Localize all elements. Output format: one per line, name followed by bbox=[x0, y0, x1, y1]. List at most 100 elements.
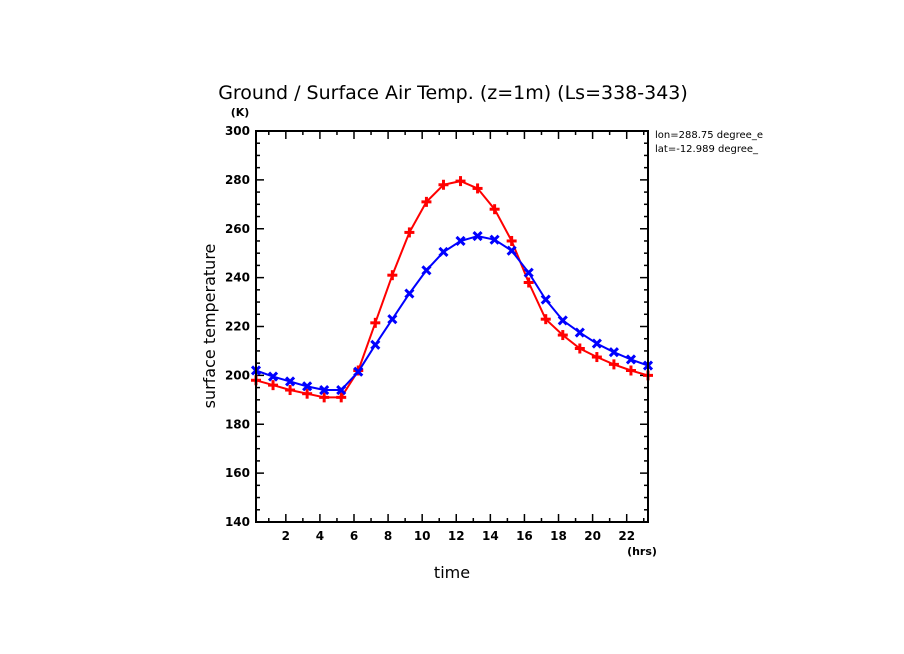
x-tick-label: 8 bbox=[384, 529, 392, 543]
plus-marker bbox=[387, 270, 398, 281]
marker-stroke bbox=[608, 347, 619, 358]
plus-marker bbox=[489, 204, 500, 215]
x-axis-label: time bbox=[434, 563, 470, 582]
marker-stroke bbox=[421, 265, 432, 276]
y-tick-label: 180 bbox=[225, 417, 250, 431]
plus-marker bbox=[540, 314, 551, 325]
cross-marker bbox=[625, 354, 637, 365]
y-tick-label: 140 bbox=[225, 515, 250, 529]
cross-marker bbox=[574, 327, 585, 338]
cross-marker bbox=[506, 245, 517, 256]
cross-marker bbox=[591, 338, 602, 349]
y-tick-label: 220 bbox=[225, 320, 250, 334]
plus-marker bbox=[336, 392, 347, 403]
series-line bbox=[255, 235, 649, 391]
lat-annotation: lat=-12.989 degree_ bbox=[655, 144, 759, 155]
cross-marker bbox=[557, 315, 568, 326]
x-unit-label: (hrs) bbox=[627, 545, 657, 558]
cross-marker bbox=[455, 235, 466, 247]
marker-stroke bbox=[404, 288, 415, 299]
cross-marker bbox=[285, 376, 296, 387]
marker-stroke bbox=[472, 231, 483, 242]
cross-marker bbox=[404, 288, 415, 299]
x-tick-label: 14 bbox=[482, 529, 499, 543]
cross-marker bbox=[353, 366, 364, 377]
marker-stroke bbox=[523, 267, 534, 278]
x-tick-label: 4 bbox=[316, 529, 324, 543]
y-tick-label: 280 bbox=[225, 173, 250, 187]
plus-marker bbox=[506, 235, 517, 246]
y-unit-label: (K) bbox=[231, 106, 250, 119]
y-tick-label: 200 bbox=[225, 368, 250, 382]
cross-marker bbox=[267, 371, 279, 382]
plus-marker bbox=[472, 183, 483, 194]
plus-marker bbox=[370, 317, 381, 328]
series-air bbox=[250, 231, 654, 396]
plus-marker bbox=[625, 365, 636, 376]
plot-frame bbox=[255, 130, 649, 523]
y-axis-label: surface temperature bbox=[200, 244, 219, 409]
x-tick-label: 18 bbox=[550, 529, 567, 543]
plus-marker bbox=[574, 343, 585, 354]
cross-marker bbox=[438, 246, 449, 258]
cross-marker bbox=[608, 347, 619, 358]
plus-marker bbox=[302, 388, 313, 399]
cross-marker bbox=[540, 294, 551, 305]
x-tick-label: 22 bbox=[618, 529, 635, 543]
cross-marker bbox=[319, 384, 330, 396]
cross-marker bbox=[489, 234, 500, 245]
plus-marker bbox=[319, 392, 330, 403]
plus-marker bbox=[268, 380, 279, 391]
marker-stroke bbox=[370, 339, 381, 350]
y-tick-label: 300 bbox=[225, 124, 250, 138]
marker-stroke bbox=[285, 376, 296, 387]
marker-stroke bbox=[557, 315, 568, 326]
plus-marker bbox=[557, 330, 568, 341]
marker-stroke bbox=[489, 234, 500, 245]
plus-marker bbox=[608, 359, 619, 370]
series-ground bbox=[251, 176, 653, 403]
x-tick-label: 2 bbox=[282, 529, 290, 543]
marker-stroke bbox=[267, 371, 279, 382]
marker-stroke bbox=[387, 314, 398, 325]
series-layer bbox=[250, 176, 654, 403]
marker-stroke bbox=[319, 384, 330, 396]
cross-marker bbox=[302, 381, 313, 392]
cross-marker bbox=[421, 265, 432, 276]
series-line bbox=[255, 180, 649, 399]
x-tick-label: 12 bbox=[448, 529, 465, 543]
y-tick-label: 240 bbox=[225, 271, 250, 285]
plus-marker bbox=[285, 385, 296, 396]
x-tick-label: 10 bbox=[414, 529, 431, 543]
plus-marker bbox=[523, 277, 534, 288]
marker-stroke bbox=[353, 366, 364, 377]
marker-stroke bbox=[591, 338, 602, 349]
x-tick-label: 20 bbox=[584, 529, 601, 543]
marker-stroke bbox=[336, 384, 347, 396]
marker-stroke bbox=[540, 294, 551, 305]
x-tick-label: 6 bbox=[350, 529, 358, 543]
plus-marker bbox=[421, 196, 432, 207]
marker-stroke bbox=[625, 354, 637, 365]
axes: 2 4 6 8 10 12 14 16 18 20 22 140 160 180 200 220 240 260 2… bbox=[225, 124, 648, 543]
marker-stroke bbox=[455, 235, 466, 247]
marker-stroke bbox=[506, 245, 517, 256]
plus-marker bbox=[404, 227, 415, 238]
y-tick-label: 260 bbox=[225, 222, 250, 236]
plus-marker bbox=[438, 179, 449, 190]
cross-marker bbox=[523, 267, 534, 278]
cross-marker bbox=[370, 339, 381, 350]
cross-marker bbox=[336, 384, 347, 396]
marker-stroke bbox=[302, 381, 313, 392]
chart-title: Ground / Surface Air Temp. (z=1m) (Ls=33… bbox=[218, 82, 688, 104]
x-tick-label: 16 bbox=[516, 529, 533, 543]
cross-marker bbox=[472, 231, 483, 242]
annotation-clip bbox=[779, 125, 819, 160]
marker-stroke bbox=[574, 327, 585, 338]
lon-annotation: lon=288.75 degree_e bbox=[655, 130, 763, 141]
y-tick-label: 160 bbox=[225, 466, 250, 480]
plus-marker bbox=[455, 176, 466, 187]
cross-marker bbox=[387, 314, 398, 325]
plus-marker bbox=[591, 352, 602, 363]
